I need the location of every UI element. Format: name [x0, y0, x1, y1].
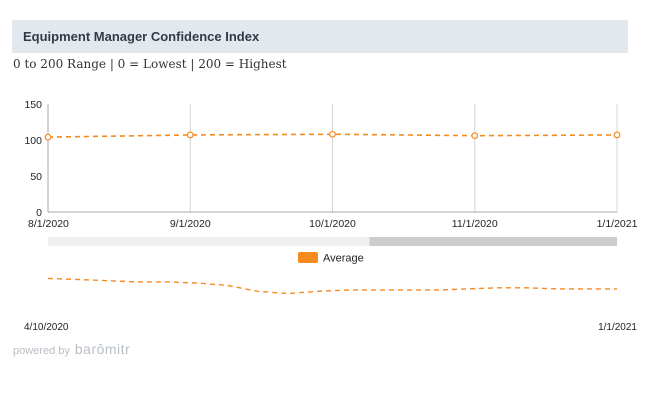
legend-label-average[interactable]: Average	[323, 253, 364, 265]
navigator-scrollbar-thumb[interactable]	[369, 237, 617, 246]
powered-by-text: powered by	[13, 345, 70, 357]
legend-swatch-average[interactable]	[298, 252, 318, 263]
series-line-average	[47, 133, 618, 138]
chart-title-bar: Equipment Manager Confidence Index	[12, 20, 628, 53]
series-layer	[44, 130, 621, 141]
y-tick-label: 100	[24, 135, 42, 147]
chart-subtitle: 0 to 200 Range | 0 = Lowest | 200 = High…	[13, 57, 287, 71]
data-point[interactable]	[186, 131, 194, 139]
x-tick-label: 1/1/2021	[597, 218, 638, 230]
brand-logo-text: barômitr	[74, 341, 131, 357]
axis-layer: 0 50 100 150 8/1/2020 9/1/2020 10/1/2020 11/1/2…	[24, 99, 637, 230]
data-point[interactable]	[613, 131, 621, 139]
navigator-start-label: 4/10/2020	[24, 322, 69, 333]
range-navigator: 4/10/2020 1/1/2021	[24, 237, 637, 333]
x-tick-label: 10/1/2020	[309, 218, 356, 230]
powered-by: powered by barômitr	[13, 341, 130, 357]
navigator-track[interactable]	[48, 237, 617, 246]
data-point[interactable]	[471, 132, 479, 140]
navigator-series-line	[47, 277, 617, 295]
x-tick-label: 11/1/2020	[452, 218, 498, 230]
data-point[interactable]	[44, 133, 52, 141]
chart-title: Equipment Manager Confidence Index	[23, 29, 260, 44]
legend: Average	[298, 252, 364, 265]
grid-layer	[47, 104, 618, 212]
y-tick-label: 150	[24, 99, 42, 111]
x-tick-label: 8/1/2020	[28, 218, 69, 230]
x-tick-label: 9/1/2020	[170, 218, 211, 230]
navigator-end-label: 1/1/2021	[598, 322, 637, 333]
y-tick-label: 0	[36, 207, 42, 219]
y-tick-label: 50	[30, 171, 42, 183]
data-point[interactable]	[329, 130, 336, 138]
